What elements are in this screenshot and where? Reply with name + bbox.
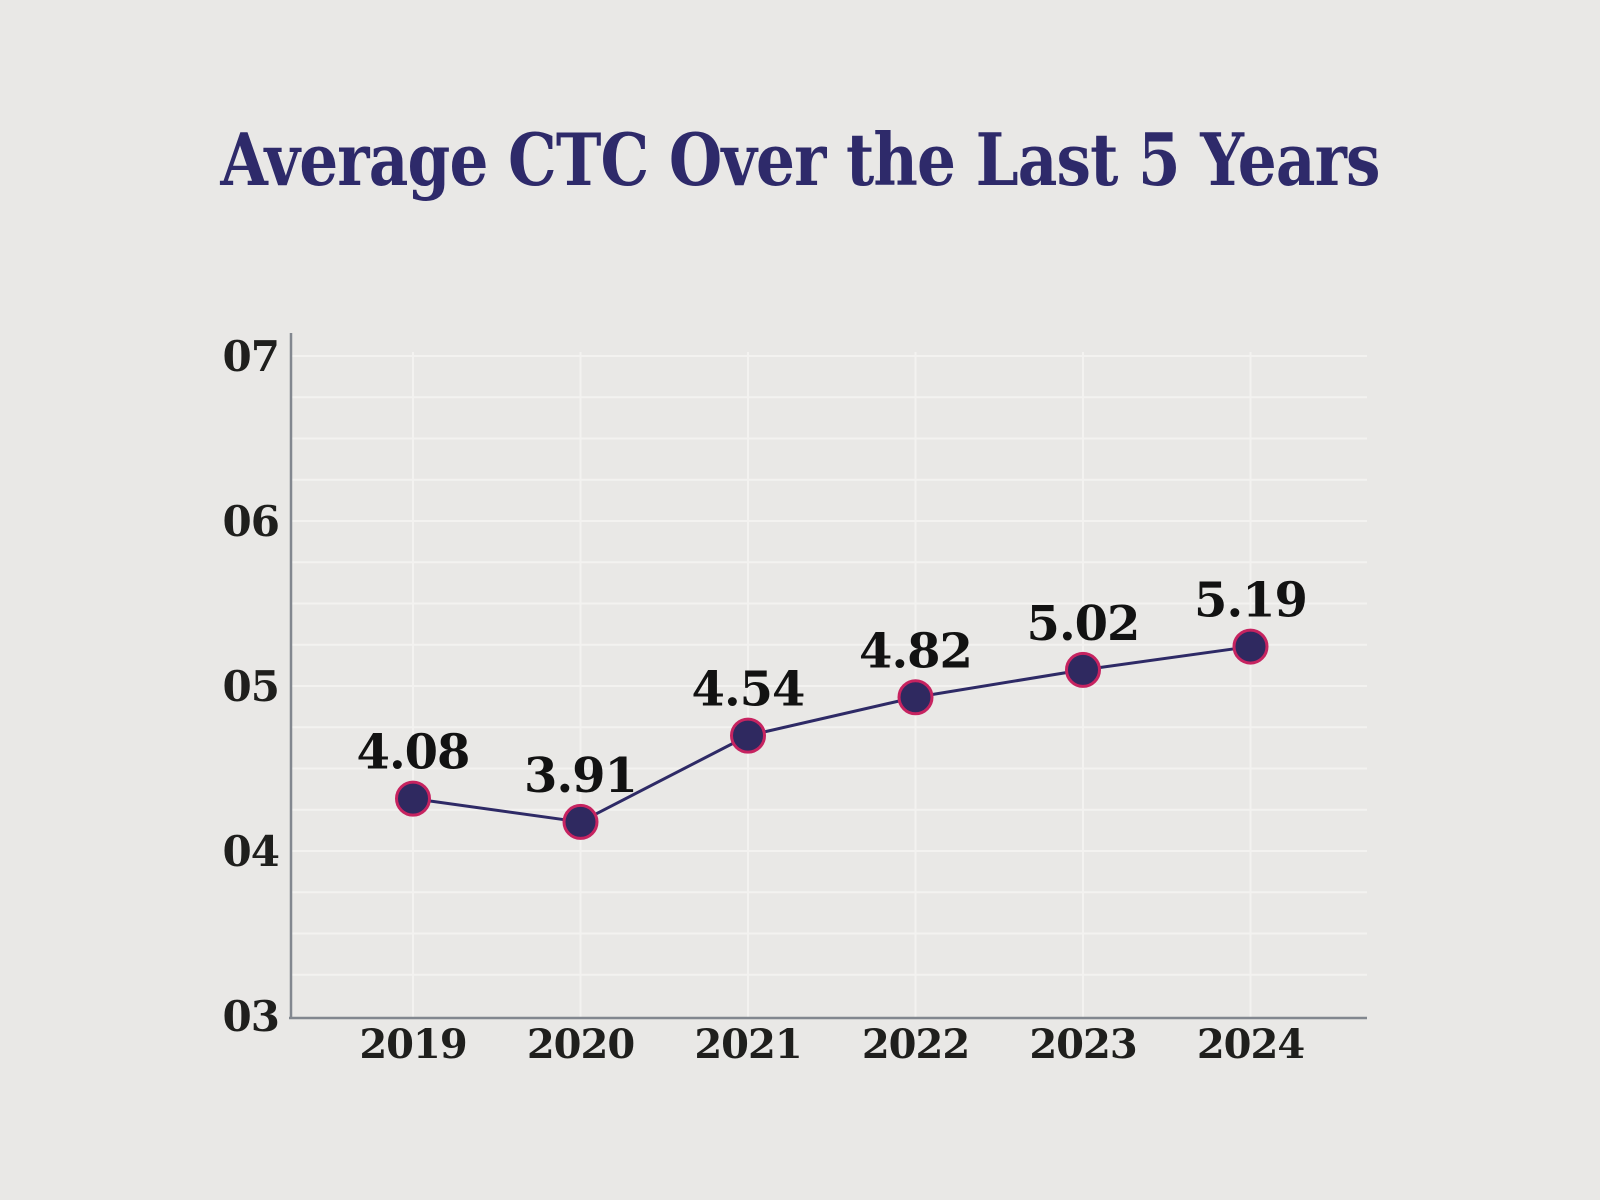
data-point-label: 5.02 (1027, 596, 1140, 652)
data-point-label: 4.54 (692, 662, 805, 718)
series-line (412, 645, 1251, 824)
x-tick-label: 2021 (694, 1021, 801, 1068)
data-point-label: 3.91 (524, 748, 637, 804)
data-point-label: 5.19 (1194, 573, 1307, 629)
x-tick-label: 2022 (862, 1021, 969, 1068)
data-point-label: 4.82 (859, 623, 972, 679)
vertical-gridlines (412, 352, 1252, 1017)
data-point-2023 (1065, 651, 1101, 688)
data-points (395, 628, 1269, 840)
data-point-2024 (1232, 628, 1269, 665)
axes (289, 333, 1367, 1020)
data-point-2019 (395, 780, 431, 817)
data-point-labels: 4.08 3.91 4.54 4.82 5.02 5.19 (357, 573, 1308, 804)
data-point-2022 (897, 679, 934, 716)
y-tick-label: 04 (223, 827, 279, 876)
data-point-2021 (730, 717, 766, 754)
y-tick-label: 07 (223, 332, 279, 381)
x-axis-tick-labels: 2019 2020 2021 2022 2023 2024 (359, 1021, 1305, 1068)
y-tick-label: 05 (223, 662, 279, 711)
x-tick-label: 2024 (1197, 1021, 1304, 1068)
chart-title: Average CTC Over the Last 5 Years (220, 117, 1380, 202)
data-point-2020 (562, 803, 599, 840)
y-tick-label: 06 (223, 497, 279, 546)
horizontal-gridlines (292, 355, 1367, 976)
x-tick-label: 2020 (527, 1021, 634, 1068)
y-tick-label: 03 (223, 992, 279, 1041)
y-axis-tick-labels: 03 04 05 06 07 (223, 332, 280, 1041)
x-tick-label: 2019 (359, 1021, 466, 1068)
series-path (412, 645, 1251, 824)
x-tick-label: 2023 (1029, 1021, 1136, 1068)
data-point-label: 4.08 (357, 725, 470, 781)
